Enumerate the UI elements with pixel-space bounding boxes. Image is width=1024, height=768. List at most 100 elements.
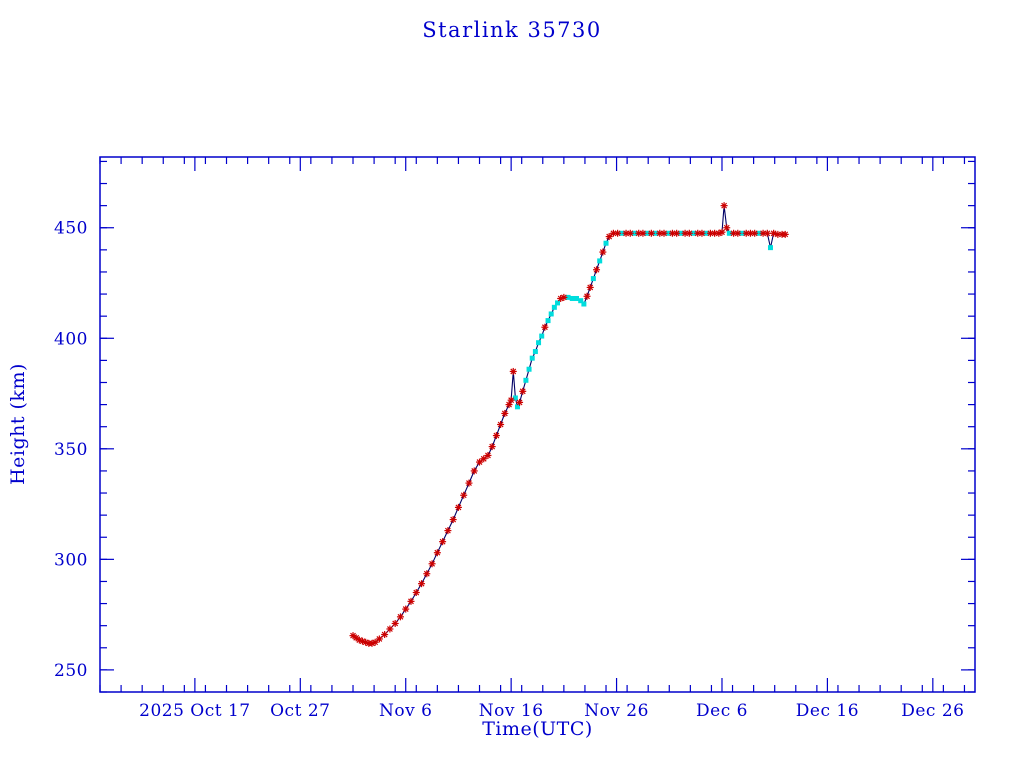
red-asterisk-marker: [465, 479, 473, 487]
cyan-marker: [532, 349, 538, 355]
red-asterisk-marker: [720, 202, 728, 210]
x-tick-label: Dec 16: [796, 701, 859, 721]
red-asterisk-marker: [423, 570, 431, 578]
red-asterisk-marker: [444, 527, 452, 535]
red-asterisk-marker: [605, 233, 613, 241]
red-asterisk-marker: [673, 229, 681, 237]
red-asterisk-marker: [593, 266, 601, 274]
red-asterisk-marker: [375, 635, 383, 643]
cyan-marker: [514, 404, 520, 410]
x-tick-label: Nov 6: [379, 701, 432, 721]
y-tick-label: 300: [54, 550, 88, 570]
red-asterisk-marker: [734, 229, 742, 237]
cyan-marker: [539, 333, 545, 339]
cyan-marker: [756, 230, 762, 236]
red-asterisk-marker: [402, 605, 410, 613]
cyan-marker: [665, 230, 671, 236]
cyan-marker: [581, 301, 587, 307]
cyan-marker: [678, 230, 684, 236]
red-asterisk-marker: [492, 432, 500, 440]
red-asterisk-marker: [449, 516, 457, 524]
x-tick-label: 2025 Oct 17: [139, 701, 251, 721]
cyan-marker: [529, 355, 535, 361]
red-asterisk-marker: [763, 229, 771, 237]
cyan-marker: [726, 230, 732, 236]
red-asterisk-marker: [507, 396, 515, 404]
cyan-marker: [590, 276, 596, 282]
x-tick-label: Nov 26: [584, 701, 649, 721]
red-asterisk-marker: [439, 538, 447, 546]
red-asterisk-marker: [583, 292, 591, 300]
x-tick-label: Oct 27: [270, 701, 330, 721]
red-asterisk-marker: [685, 229, 693, 237]
red-asterisk-marker: [746, 229, 754, 237]
red-asterisk-marker: [412, 589, 420, 597]
cyan-marker: [653, 230, 659, 236]
cyan-marker: [548, 311, 554, 317]
red-asterisk-marker: [460, 491, 468, 499]
red-asterisk-marker: [781, 230, 789, 238]
cyan-marker: [597, 258, 603, 264]
red-asterisk-marker: [433, 549, 441, 557]
red-asterisk-marker: [371, 638, 379, 646]
red-asterisk-marker: [614, 229, 622, 237]
x-tick-label: Dec 6: [696, 701, 748, 721]
red-asterisk-marker: [586, 283, 594, 291]
cyan-marker: [574, 295, 580, 301]
cyan-marker: [545, 318, 551, 324]
red-asterisk-marker: [501, 409, 509, 417]
cyan-marker: [578, 298, 584, 304]
red-asterisk-marker: [698, 229, 706, 237]
cyan-marker: [644, 230, 650, 236]
red-asterisk-marker: [484, 451, 492, 459]
red-asterisk-marker: [391, 619, 399, 627]
red-asterisk-marker: [541, 323, 549, 331]
cyan-marker: [603, 240, 609, 246]
red-asterisk-marker: [488, 443, 496, 451]
cyan-marker: [526, 366, 532, 372]
red-asterisk-marker: [381, 631, 389, 639]
red-asterisk-marker: [759, 229, 767, 237]
red-asterisk-marker: [742, 229, 750, 237]
red-asterisk-marker: [386, 625, 394, 633]
x-axis-label: Time(UTC): [482, 718, 593, 740]
red-asterisk-marker: [639, 229, 647, 237]
cyan-marker: [512, 395, 518, 401]
red-asterisk-marker: [599, 248, 607, 256]
cyan-marker: [569, 295, 575, 301]
red-asterisk-marker: [509, 367, 517, 375]
red-asterisk-marker: [407, 597, 415, 605]
red-asterisk-marker: [718, 228, 726, 236]
red-asterisk-marker: [470, 467, 478, 475]
cyan-marker: [619, 230, 625, 236]
cyan-marker: [691, 230, 697, 236]
cyan-marker: [739, 230, 745, 236]
cyan-marker: [565, 294, 571, 300]
x-tick-label: Nov 16: [479, 701, 544, 721]
cyan-marker: [555, 300, 561, 306]
x-tick-label: Dec 26: [901, 701, 964, 721]
cyan-marker: [631, 230, 637, 236]
red-asterisk-marker: [647, 229, 655, 237]
red-asterisk-marker: [560, 293, 568, 301]
red-asterisk-marker: [609, 229, 617, 237]
red-asterisk-marker: [396, 613, 404, 621]
cyan-marker: [703, 230, 709, 236]
y-tick-label: 450: [54, 219, 88, 239]
red-asterisk-marker: [428, 560, 436, 568]
red-asterisk-marker: [668, 229, 676, 237]
red-asterisk-marker: [480, 455, 488, 463]
chart-title: Starlink 35730: [422, 18, 602, 42]
y-tick-label: 400: [54, 329, 88, 349]
y-tick-label: 250: [54, 661, 88, 681]
red-asterisk-marker: [751, 229, 759, 237]
red-asterisk-marker: [516, 398, 524, 406]
y-tick-label: 350: [54, 440, 88, 460]
red-asterisk-marker: [454, 503, 462, 511]
plot-frame: [99, 156, 976, 693]
red-asterisk-marker: [723, 224, 731, 232]
red-asterisk-marker: [476, 458, 484, 466]
red-asterisk-marker: [626, 229, 634, 237]
cyan-marker: [767, 245, 773, 251]
